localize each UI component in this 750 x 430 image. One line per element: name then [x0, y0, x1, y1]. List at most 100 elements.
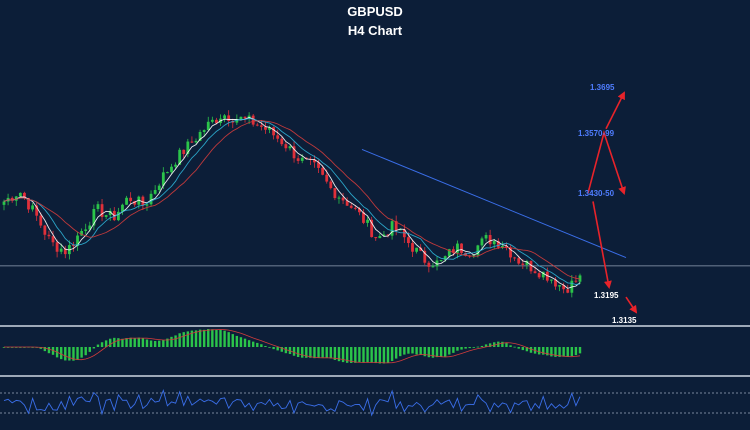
candle	[55, 239, 59, 258]
candle-body	[541, 271, 545, 278]
candle-body	[419, 247, 423, 251]
macd-histogram-bar	[296, 347, 300, 358]
macd-histogram-bar	[513, 346, 516, 348]
macd-histogram-bar	[64, 347, 67, 361]
macd-histogram-bar	[431, 347, 435, 358]
candle	[194, 138, 198, 144]
candle-body	[509, 247, 512, 258]
macd-histogram-bar	[109, 338, 112, 347]
candle-body	[394, 221, 398, 231]
macd-histogram-bar	[537, 347, 541, 355]
candle-body	[182, 149, 186, 154]
price-level-label: 1.3695	[590, 83, 615, 92]
candle-body	[55, 242, 59, 252]
macd-histogram-bar	[211, 329, 214, 347]
candle	[550, 279, 553, 284]
candle	[488, 229, 492, 249]
macd-histogram-bar	[129, 337, 132, 347]
candle-body	[374, 237, 378, 239]
candle-body	[194, 140, 198, 143]
candle-body	[149, 193, 153, 205]
candle	[10, 196, 14, 203]
candle-body	[259, 125, 263, 127]
macd-histogram-bar	[272, 347, 275, 350]
candle-body	[329, 181, 333, 189]
macd-histogram-bar	[76, 347, 79, 360]
candle-body	[268, 127, 271, 130]
candle	[51, 230, 55, 247]
candle-body	[255, 124, 259, 126]
macd-histogram-bar	[227, 332, 230, 347]
macd-histogram-bar	[170, 336, 173, 347]
macd-histogram-bar	[509, 345, 512, 347]
candle-body	[170, 166, 173, 173]
candle	[145, 202, 149, 211]
candle-body	[345, 200, 349, 206]
candle-body	[423, 250, 427, 263]
candle-body	[517, 258, 521, 264]
candle	[255, 122, 259, 127]
candle	[411, 239, 414, 258]
candle	[23, 191, 26, 200]
candle-body	[80, 230, 84, 236]
macd-histogram-bar	[223, 330, 226, 347]
candle	[439, 259, 443, 262]
candle-body	[190, 141, 194, 143]
candle-body	[133, 201, 137, 205]
macd-histogram-bar	[354, 347, 357, 363]
macd-histogram-bar	[104, 340, 108, 347]
candle	[562, 282, 566, 294]
macd-histogram-bar	[141, 338, 145, 347]
macd-histogram-bar	[51, 347, 55, 355]
candle-body	[2, 201, 6, 205]
price-level-label: 1.3570-99	[578, 129, 615, 138]
candle-body	[178, 149, 182, 165]
candle-body	[558, 285, 561, 287]
candle-body	[174, 164, 177, 167]
candle-body	[153, 189, 157, 194]
candle	[362, 208, 365, 225]
candle	[378, 233, 382, 239]
candle	[382, 230, 386, 237]
macd-histogram-bar	[309, 347, 312, 358]
candle-body	[100, 204, 104, 217]
macd-histogram-bar	[501, 341, 504, 347]
macd-histogram-bar	[362, 347, 365, 363]
macd-histogram-bar	[464, 347, 467, 349]
macd-histogram-bar	[525, 347, 529, 352]
macd-histogram-bar	[284, 347, 288, 354]
candle-body	[390, 221, 394, 236]
macd-histogram-bar	[133, 338, 136, 347]
candle-body	[362, 212, 365, 223]
candle	[296, 155, 300, 164]
price-level-label: 1.3195	[594, 291, 619, 300]
macd-histogram-bar	[215, 329, 218, 347]
candle-body	[562, 285, 566, 290]
candle-body	[18, 192, 22, 197]
candle	[370, 216, 374, 238]
macd-histogram-bar	[247, 340, 251, 347]
candle-body	[443, 256, 447, 261]
macd-histogram-bar	[72, 347, 75, 361]
candle	[456, 240, 459, 259]
candle	[288, 145, 292, 151]
candle-body	[411, 243, 414, 252]
candle-body	[476, 245, 480, 256]
macd-histogram-bar	[423, 347, 426, 357]
candle	[182, 149, 186, 159]
macd-histogram-bar	[521, 347, 525, 351]
candle-body	[121, 204, 124, 212]
candle	[480, 236, 484, 251]
candle-body	[206, 121, 210, 131]
candle	[558, 285, 561, 292]
candle	[529, 260, 533, 274]
macd-histogram-bar	[145, 339, 149, 347]
candle	[104, 214, 108, 220]
candle-body	[500, 246, 504, 248]
candle-body	[264, 126, 267, 130]
descending-trendline	[361, 148, 627, 259]
candle	[431, 262, 435, 268]
candle	[313, 155, 316, 168]
macd-histogram-bar	[198, 329, 202, 347]
